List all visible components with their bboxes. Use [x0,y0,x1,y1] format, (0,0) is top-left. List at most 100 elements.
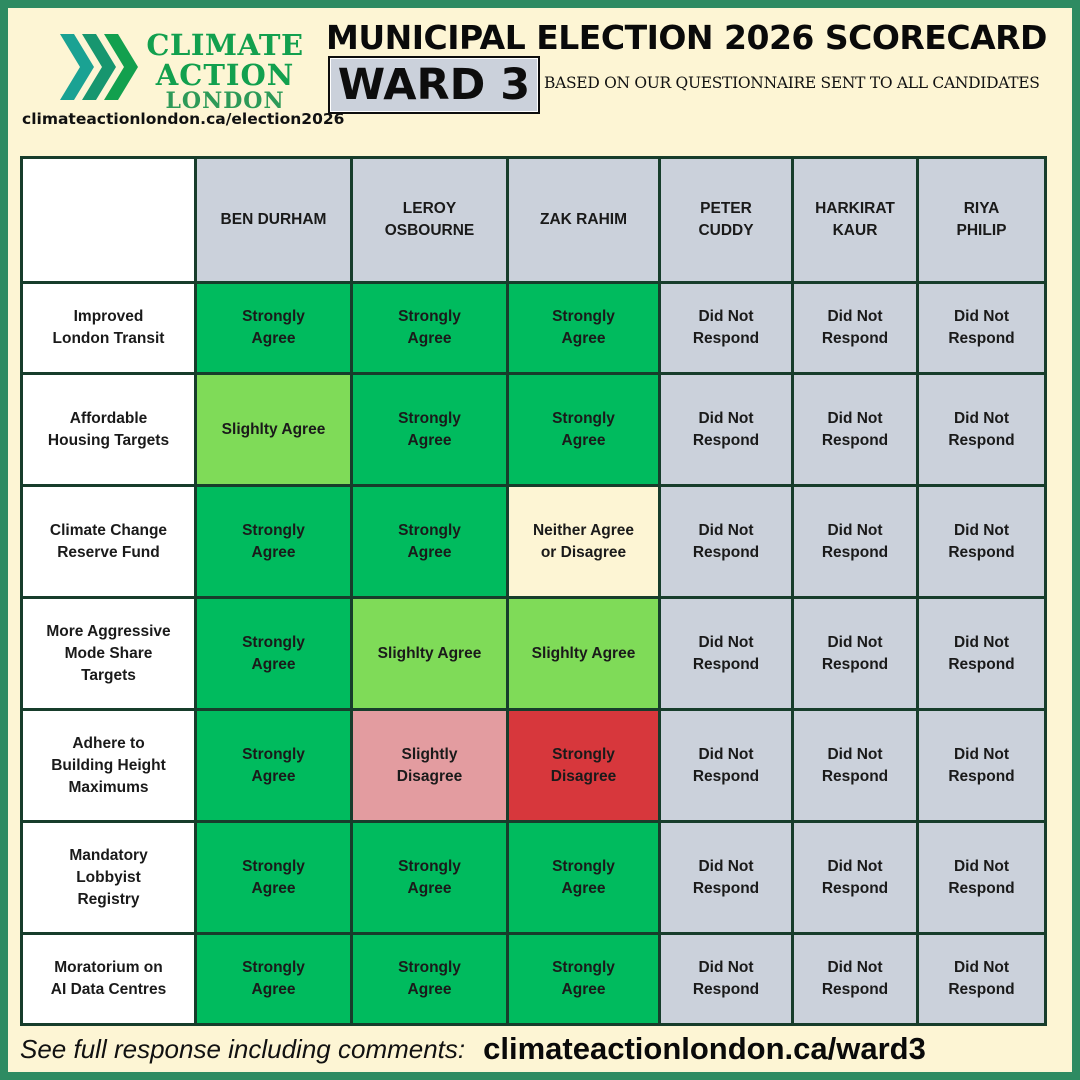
text-line: Did Not [698,633,754,651]
text-line: Respond [948,981,1015,998]
logo-line-action: ACTION [155,58,295,92]
text-line: Strongly [552,308,615,325]
text-line: Mandatory [69,846,148,864]
response-cell: Strongly Agree [350,932,509,1026]
footer-text: See full response including comments: [20,1033,466,1064]
candidate-name-line1: PETER [700,200,752,217]
candidate-header-ben-durham: BEN DURHAM [194,156,353,284]
text-line: Did Not [953,633,1010,651]
logo-line-climate: CLIMATE [146,28,304,62]
response-cell: Did Not Respond [658,281,794,375]
table-row: Mandatory Lobbyist Registry Strongly Agree St… [20,820,1047,935]
text-line: Did Not [698,745,754,763]
response-cell: Did Not Respond [791,820,919,935]
text-line: Targets [81,666,136,684]
response-cell: Strongly Agree [194,708,353,823]
response-cell: Did Not Respond [658,372,794,487]
text-line: Respond [948,767,1015,785]
text-line: Building Height [51,756,166,774]
response-cell: Did Not Respond [658,932,794,1026]
response-cell: Slightly Disagree [350,708,509,823]
text-line: Strongly [398,409,461,427]
text-line: Respond [821,879,889,897]
text-line: Housing Targets [47,431,170,449]
response-cell: Did Not Respond [658,596,794,711]
response-cell: Did Not Respond [791,372,919,487]
candidate-header-peter-cuddy: PETER CUDDY [658,156,794,284]
text-line: Reserve Fund [57,543,160,561]
text-line: Respond [948,543,1015,561]
response-cell: Did Not Respond [791,932,919,1026]
questionnaire-note: BASED ON OUR QUESTIONNAIRE SENT TO ALL C… [544,74,1040,92]
text-line: Did Not [953,308,1010,325]
text-line: Strongly [242,521,305,539]
response-cell: Strongly Disagree [506,708,661,823]
response-cell: Slighlty Agree [350,596,509,711]
text-line: Strongly [552,959,615,976]
issue-label-affordable-housing-targets: Affordable Housing Targets [20,372,197,487]
text-line: Strongly [398,521,461,539]
text-line: Strongly [242,308,305,325]
text-line: Agree [561,330,606,347]
response-cell: Did Not Respond [791,708,919,823]
text-line: Respond [821,330,889,347]
text-line: Agree [561,431,606,449]
text-line: Strongly [242,857,305,875]
text-line: Strongly [398,857,461,875]
text-line: Respond [692,879,760,897]
text-line: Respond [948,431,1015,449]
table-row: More Aggressive Mode Share Targets Strongly… [20,596,1047,711]
response-cell: Strongly Agree [350,820,509,935]
text-line: More Aggressive [46,622,171,640]
response-cell: Did Not Respond [791,281,919,375]
text-line: Mode Share [64,644,153,662]
text-line: Agree [561,981,606,998]
text-line: Respond [692,981,760,998]
text-line: Respond [948,655,1015,673]
text-line: Did Not [827,633,883,651]
candidate-header-leroy-osbourne: LEROY OSBOURNE [350,156,509,284]
text-line: Respond [821,767,889,785]
text-line: Respond [821,431,889,449]
issue-label-improved-london-transit: Improved London Transit [20,281,197,375]
text-line: Did Not [953,521,1010,539]
text-line: AI Data Centres [50,981,167,998]
candidate-header-riya-philip: RIYA PHILIP [916,156,1047,284]
text-line: Did Not [698,409,754,427]
text-line: Improved [73,308,144,325]
text-line: Agree [251,330,296,347]
text-line: Did Not [953,409,1010,427]
text-line: Did Not [698,521,754,539]
text-line: Respond [692,431,760,449]
text-line: Slighlty Agree [221,420,326,438]
text-line: Agree [251,767,296,785]
text-line: Strongly [552,857,615,875]
response-cell: Strongly Agree [194,932,353,1026]
response-cell: Did Not Respond [916,820,1047,935]
response-cell: Neither Agree or Disagree [506,484,661,599]
candidate-name-line2: KAUR [832,222,878,239]
response-cell: Strongly Agree [350,484,509,599]
text-line: Agree [407,543,452,561]
text-line: Respond [821,981,889,998]
text-line: Strongly [552,409,615,427]
candidate-name-line1: RIYA [963,200,1000,217]
text-line: Strongly [398,959,461,976]
text-line: Adhere to [72,734,145,752]
candidate-name-line1: BEN DURHAM [220,211,327,228]
text-line: Did Not [698,308,754,325]
ward-results-link[interactable]: climateactionlondon.ca/ward3 [483,1031,926,1066]
response-cell: Strongly Agree [506,281,661,375]
response-cell: Strongly Agree [506,932,661,1026]
text-line: Agree [251,879,296,897]
text-line: Did Not [698,959,754,976]
text-line: London Transit [52,330,165,347]
ward-label: WARD 3 [337,60,531,110]
text-line: Did Not [953,857,1010,875]
response-cell: Did Not Respond [916,281,1047,375]
text-line: Did Not [953,745,1010,763]
response-cell: Strongly Agree [194,281,353,375]
text-line: Agree [407,981,452,998]
candidate-name-line2: PHILIP [956,222,1007,239]
text-line: Agree [561,879,606,897]
